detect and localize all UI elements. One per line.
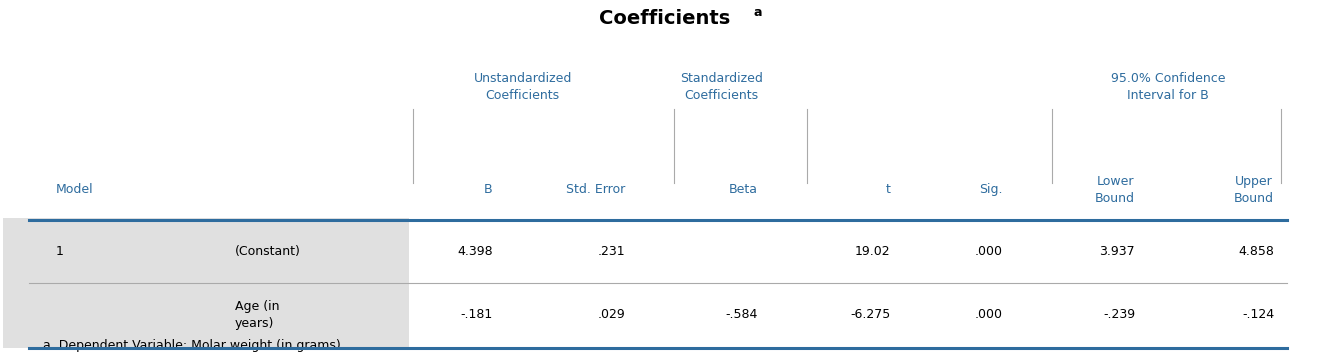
- Text: a. Dependent Variable: Molar weight (in grams): a. Dependent Variable: Molar weight (in …: [43, 339, 340, 352]
- Text: 19.02: 19.02: [855, 245, 890, 258]
- Text: Age (in
years): Age (in years): [234, 300, 279, 330]
- Text: Model: Model: [56, 183, 93, 196]
- Text: 95.0% Confidence
Interval for B: 95.0% Confidence Interval for B: [1111, 72, 1225, 102]
- Text: 4.858: 4.858: [1238, 245, 1274, 258]
- Text: 3.937: 3.937: [1100, 245, 1136, 258]
- Text: .000: .000: [975, 245, 1003, 258]
- Text: -.584: -.584: [725, 308, 758, 321]
- Text: a: a: [754, 6, 762, 19]
- Text: -.181: -.181: [460, 308, 493, 321]
- FancyBboxPatch shape: [3, 218, 410, 285]
- Text: Unstandardized
Coefficients: Unstandardized Coefficients: [473, 72, 572, 102]
- Text: -.239: -.239: [1103, 308, 1136, 321]
- Text: Std. Error: Std. Error: [567, 183, 625, 196]
- Text: Coefficients: Coefficients: [600, 9, 730, 28]
- Text: .000: .000: [975, 308, 1003, 321]
- Text: (Constant): (Constant): [234, 245, 301, 258]
- Text: .231: .231: [597, 245, 625, 258]
- Text: Sig.: Sig.: [979, 183, 1003, 196]
- Text: Standardized
Coefficients: Standardized Coefficients: [680, 72, 762, 102]
- Text: Upper
Bound: Upper Bound: [1234, 175, 1274, 205]
- Text: .029: .029: [597, 308, 625, 321]
- Text: B: B: [484, 183, 493, 196]
- FancyBboxPatch shape: [3, 281, 410, 348]
- Text: Beta: Beta: [729, 183, 758, 196]
- Text: -.124: -.124: [1242, 308, 1274, 321]
- Text: -6.275: -6.275: [850, 308, 890, 321]
- Text: 4.398: 4.398: [458, 245, 493, 258]
- Text: t: t: [886, 183, 890, 196]
- Text: 1: 1: [56, 245, 64, 258]
- Text: Lower
Bound: Lower Bound: [1095, 175, 1136, 205]
